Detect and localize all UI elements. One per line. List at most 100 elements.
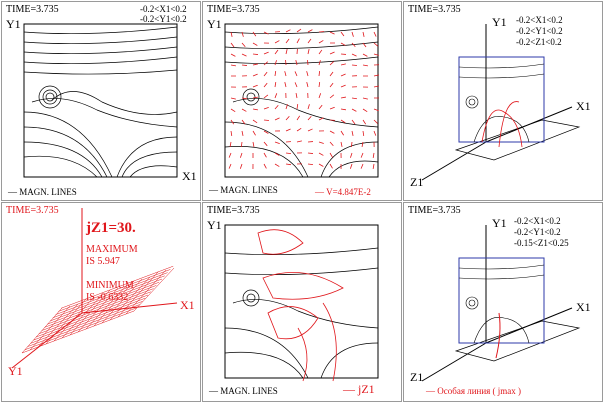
velocity-arrow: [230, 97, 236, 100]
velocity-arrow: [307, 152, 314, 154]
mesh-line: [33, 297, 146, 341]
velocity-arrow: [318, 104, 323, 110]
velocity-arrow: [274, 163, 280, 167]
legend-magn-lines: — MAGN. LINES: [209, 185, 278, 195]
time-label: TIME=3.735: [408, 205, 461, 216]
velocity-arrow: [340, 108, 347, 111]
velocity-arrow: [373, 31, 377, 37]
velocity-arrow: [351, 130, 354, 136]
panel-current-contours: TIME=3.735 Y1 — MAGN. LINES — jZ1: [202, 202, 402, 402]
velocity-arrow: [295, 93, 298, 99]
velocity-arrow: [362, 130, 365, 137]
velocity-arrow: [318, 31, 325, 33]
mesh-line: [47, 281, 160, 325]
time-label: TIME=3.735: [6, 4, 59, 15]
velocity-arrow: [351, 108, 357, 112]
velocity-arrow: [241, 130, 244, 136]
velocity-arrow: [274, 104, 279, 110]
mesh-line: [37, 303, 79, 348]
velocity-arrow: [296, 28, 302, 33]
velocity-arrow: [306, 82, 309, 88]
mesh-line: [52, 275, 165, 319]
velocity-arrow: [274, 70, 277, 77]
velocity-arrow: [340, 84, 346, 88]
singular-line: [495, 312, 501, 359]
maximum-value: IS 5.947: [86, 256, 120, 267]
velocity-arrow: [307, 128, 313, 132]
velocity-arrow: [252, 141, 255, 147]
velocity-arrow: [318, 60, 321, 66]
velocity-arrow: [373, 85, 379, 88]
legend-magn-lines: — MAGN. LINES: [8, 187, 77, 197]
mesh-line: [133, 267, 175, 312]
velocity-arrow: [373, 53, 379, 56]
velocity-arrow: [351, 53, 357, 57]
mesh-line: [125, 269, 167, 315]
current-contours: [257, 229, 344, 382]
velocity-arrow: [263, 51, 269, 55]
velocity-arrow: [307, 38, 312, 44]
velocity-arrow: [230, 130, 233, 137]
velocity-arrow: [307, 29, 313, 33]
velocity-arrow: [285, 49, 288, 55]
velocity-arrow: [229, 141, 232, 147]
mesh-line: [77, 287, 119, 333]
mesh-line: [93, 280, 135, 327]
velocity-arrow: [362, 42, 367, 48]
velocity-arrow: [230, 31, 233, 37]
velocity-arrow: [340, 130, 344, 136]
velocity-arrow: [274, 141, 280, 145]
velocity-vectors: [228, 28, 380, 170]
velocity-arrow: [230, 64, 236, 67]
velocity-arrow: [294, 71, 298, 77]
velocity-arrow: [230, 108, 236, 113]
velocity-arrow: [285, 29, 291, 33]
velocity-arrow: [252, 73, 258, 77]
mesh-line: [29, 305, 71, 351]
velocity-arrow: [241, 108, 247, 112]
velocity-arrow: [241, 64, 248, 66]
velocity-arrow: [373, 42, 379, 47]
velocity-arrow: [296, 38, 300, 44]
mesh-line: [49, 278, 163, 322]
velocity-arrow: [318, 152, 324, 156]
panel-current-surface: TIME=3.735 jZ1=30. MAXIMUM IS 5.947 MINI…: [1, 202, 201, 402]
mesh-line: [38, 291, 151, 335]
velocity-arrow: [285, 38, 290, 44]
velocity-arrow: [241, 97, 247, 100]
velocity-arrow: [285, 104, 288, 110]
field-lines-plot: [23, 23, 178, 178]
mesh-line: [55, 272, 168, 315]
velocity-arrow: [340, 42, 346, 46]
velocity-arrow: [340, 63, 346, 66]
velocity-arrow: [362, 64, 368, 67]
mesh-line: [44, 285, 157, 328]
velocity-arrow: [360, 163, 364, 169]
velocity-arrow: [329, 130, 335, 134]
legend-current: — jZ1: [343, 382, 375, 396]
velocity-arrow: [340, 96, 346, 99]
velocity-arrow: [230, 42, 235, 48]
range-x: -0.2<X1<0.2: [514, 216, 561, 226]
velocity-arrow: [329, 31, 335, 35]
velocity-arrow: [373, 74, 379, 77]
time-label: TIME=3.735: [207, 205, 260, 216]
velocity-arrow: [263, 61, 269, 66]
time-label: TIME=3.735: [6, 205, 59, 216]
velocity-arrow: [239, 163, 243, 169]
range-x: -0.2<X1<0.2: [516, 15, 563, 25]
velocity-arrow: [340, 73, 346, 77]
velocity-arrow: [252, 119, 258, 124]
velocity-arrow: [329, 141, 334, 146]
velocity-arrow: [228, 152, 232, 158]
velocity-arrow: [263, 94, 269, 99]
velocity-arrow: [241, 31, 244, 37]
velocity-arrow: [230, 119, 235, 125]
velocity-arrow: [285, 128, 291, 132]
velocity-arrow: [362, 119, 367, 125]
current-surface-plot: [11, 208, 178, 369]
velocity-arrow: [252, 53, 259, 55]
mesh-line: [61, 265, 174, 309]
current-contour-plot: [224, 224, 379, 382]
minimum-value: IS -0.6332: [86, 292, 129, 303]
